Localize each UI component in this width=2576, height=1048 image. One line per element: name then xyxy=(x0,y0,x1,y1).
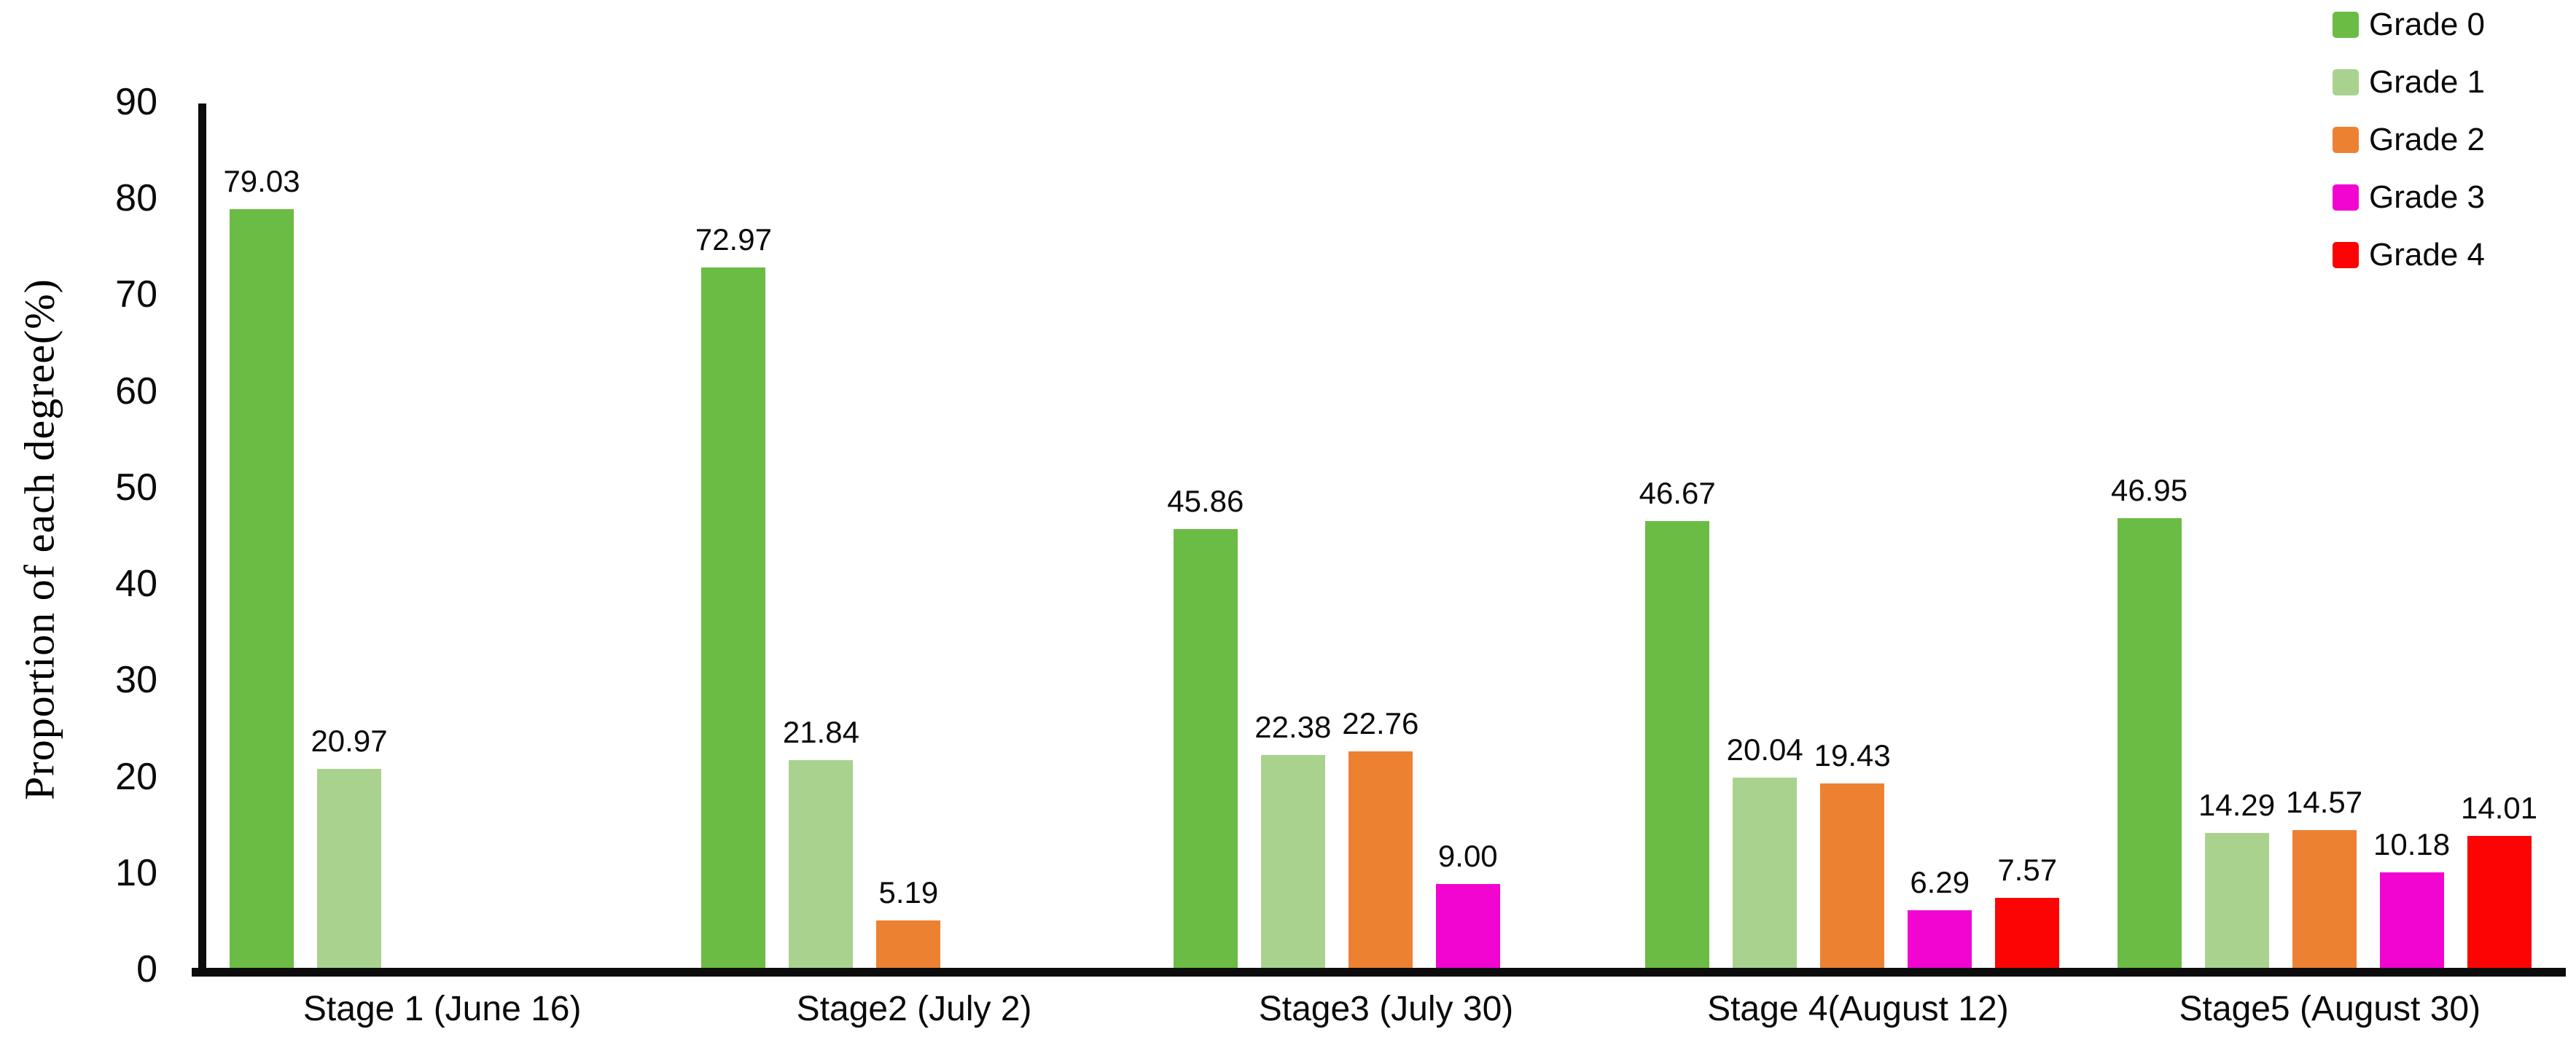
legend-swatch-grade-1 xyxy=(2333,69,2359,95)
bar-grade-0 xyxy=(1173,528,1238,971)
legend-label: Grade 3 xyxy=(2369,179,2485,215)
legend-label: Grade 1 xyxy=(2369,64,2485,100)
bar-grade-3 xyxy=(2379,872,2444,971)
bar-grade-3 xyxy=(1435,884,1500,971)
bar-grade-4 xyxy=(1995,897,2060,971)
legend-item-grade-2: Grade 2 xyxy=(2333,122,2485,157)
bar-grade-2 xyxy=(876,920,941,971)
bar-grade-1 xyxy=(789,760,854,971)
legend-label: Grade 4 xyxy=(2369,237,2485,273)
bar-value-label: 21.84 xyxy=(782,715,859,750)
legend: Grade 0 Grade 1 Grade 2 Grade 3 Grade 4 xyxy=(2333,7,2485,300)
y-tick-label: 80 xyxy=(115,177,157,220)
bar-value-label: 14.57 xyxy=(2286,785,2363,820)
y-tick-label: 20 xyxy=(115,755,157,798)
x-tick-label: Stage3 (July 30) xyxy=(1258,990,1514,1028)
bar-value-label: 79.03 xyxy=(223,164,300,199)
bar-value-label: 6.29 xyxy=(1910,864,1970,899)
y-tick-label: 70 xyxy=(115,273,157,316)
legend-item-grade-1: Grade 1 xyxy=(2333,64,2485,100)
legend-swatch-grade-2 xyxy=(2333,127,2359,153)
y-axis-line xyxy=(198,103,206,977)
bar-grade-2 xyxy=(2292,830,2357,971)
x-axis-line xyxy=(192,968,2566,977)
bar-value-label: 5.19 xyxy=(878,875,939,910)
bar-grade-0 xyxy=(1645,520,1710,971)
bar-value-label: 10.18 xyxy=(2373,827,2451,862)
bar-value-label: 72.97 xyxy=(695,222,772,257)
y-tick-label: 10 xyxy=(115,851,157,894)
legend-item-grade-0: Grade 0 xyxy=(2333,7,2485,42)
x-tick-label: Stage 4(August 12) xyxy=(1707,990,2009,1028)
x-tick-label: Stage2 (July 2) xyxy=(796,990,1032,1028)
bar-grade-1 xyxy=(1260,755,1325,971)
bar-value-label: 14.01 xyxy=(2461,790,2538,825)
bar-grade-1 xyxy=(1733,778,1798,971)
bar-value-label: 46.67 xyxy=(1639,475,1716,510)
bar-grade-0 xyxy=(2117,518,2182,971)
y-tick-label: 0 xyxy=(136,948,157,990)
legend-label: Grade 2 xyxy=(2369,122,2485,157)
bar-grade-4 xyxy=(2467,835,2532,971)
bar-value-label: 14.29 xyxy=(2198,788,2276,823)
bar-value-label: 45.86 xyxy=(1167,483,1244,518)
legend-item-grade-4: Grade 4 xyxy=(2333,237,2485,273)
bar-grade-3 xyxy=(1908,910,1972,971)
bar-grade-1 xyxy=(2204,833,2269,971)
y-tick-label: 50 xyxy=(115,466,157,509)
x-tick-label: Stage 1 (June 16) xyxy=(303,990,582,1028)
bar-grade-0 xyxy=(701,267,766,971)
bar-value-label: 9.00 xyxy=(1437,839,1498,873)
bar-value-label: 22.76 xyxy=(1342,706,1419,741)
bar-grade-2 xyxy=(1348,751,1413,971)
bar-grade-2 xyxy=(1820,783,1885,971)
bar-value-label: 19.43 xyxy=(1814,738,1891,773)
legend-item-grade-3: Grade 3 xyxy=(2333,179,2485,215)
x-tick-label: Stage5 (August 30) xyxy=(2179,990,2481,1028)
y-axis-title: Proportion of each degree(%) xyxy=(15,278,63,800)
bar-value-label: 46.95 xyxy=(2111,473,2188,508)
y-tick-label: 30 xyxy=(115,659,157,702)
legend-swatch-grade-3 xyxy=(2333,184,2359,211)
bar-value-label: 20.97 xyxy=(311,723,388,758)
bar-value-label: 7.57 xyxy=(1997,852,2058,887)
y-tick-label: 90 xyxy=(115,81,157,123)
bar-value-label: 22.38 xyxy=(1254,710,1332,745)
bar-grade-0 xyxy=(230,209,294,971)
y-tick-label: 40 xyxy=(115,563,157,606)
bar-grade-1 xyxy=(317,768,381,971)
bar-value-label: 20.04 xyxy=(1726,732,1803,767)
legend-swatch-grade-0 xyxy=(2333,12,2359,38)
legend-label: Grade 0 xyxy=(2369,7,2485,42)
y-tick-label: 60 xyxy=(115,369,157,412)
legend-swatch-grade-4 xyxy=(2333,242,2359,268)
